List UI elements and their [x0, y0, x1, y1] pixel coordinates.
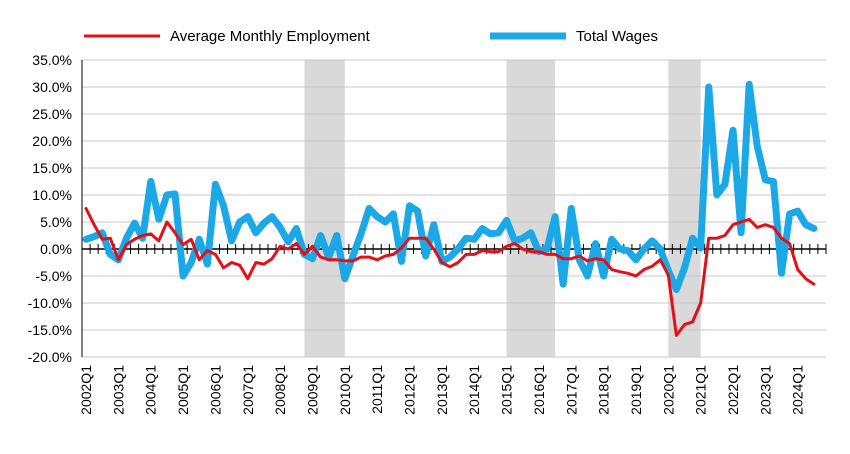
y-tick-label: 25.0% — [32, 106, 72, 122]
y-tick-label: 0.0% — [40, 241, 72, 257]
x-tick-label: 2007Q1 — [240, 365, 256, 415]
y-tick-label: -20.0% — [28, 349, 72, 365]
recession-band — [506, 60, 556, 357]
series-lines — [82, 80, 818, 337]
x-tick-label: 2010Q1 — [337, 365, 353, 415]
y-tick-labels: 35.0% 30.0% 25.0% 20.0% 15.0% 10.0% 5.0% 0.0% -5… — [28, 52, 72, 365]
x-tick-label: 2008Q1 — [272, 365, 288, 415]
x-tick-label: 2016Q1 — [531, 365, 547, 415]
y-tick-label: 10.0% — [32, 187, 72, 203]
x-tick-label: 2013Q1 — [434, 365, 450, 415]
y-tick-label: -10.0% — [28, 295, 72, 311]
gridlines — [82, 59, 826, 358]
x-tick-label: 2012Q1 — [402, 365, 418, 415]
x-tick-label: 2003Q1 — [110, 365, 126, 415]
x-tick-label: 2005Q1 — [175, 365, 191, 415]
x-tick-label: 2011Q1 — [369, 365, 385, 414]
y-tick-label: -15.0% — [28, 322, 72, 338]
y-tick-label: -5.0% — [35, 268, 72, 284]
y-tick-label: 35.0% — [32, 52, 72, 68]
x-tick-label: 2009Q1 — [304, 365, 320, 415]
y-tick-label: 30.0% — [32, 79, 72, 95]
series-line-wages — [82, 80, 818, 293]
x-tick-label: 2018Q1 — [596, 365, 612, 415]
y-tick-label: 15.0% — [32, 160, 72, 176]
recession-band — [304, 60, 345, 357]
legend-label-employment: Average Monthly Employment — [170, 28, 371, 45]
x-tick-label: 2002Q1 — [78, 365, 94, 415]
x-tick-label: 2015Q1 — [499, 365, 515, 415]
y-tick-label: 20.0% — [32, 133, 72, 149]
x-tick-label: 2024Q1 — [790, 365, 806, 415]
x-tick-label: 2014Q1 — [466, 365, 482, 415]
x-tick-label: 2006Q1 — [207, 365, 223, 415]
legend-label-wages: Total Wages — [576, 28, 658, 45]
series-line-employment — [84, 207, 816, 337]
x-tick-label: 2022Q1 — [725, 365, 741, 415]
legend: Average Monthly Employment Total Wages — [84, 28, 658, 45]
x-tick-label: 2023Q1 — [757, 365, 773, 415]
x-tick-label: 2017Q1 — [563, 365, 579, 415]
x-tick-labels: 2002Q1 2003Q1 2004Q1 2005Q1 2006Q1 2007Q1 2008… — [78, 365, 806, 415]
recession-shading-layer — [304, 60, 701, 357]
x-tick-label: 2004Q1 — [143, 365, 159, 415]
x-tick-label: 2019Q1 — [628, 365, 644, 415]
x-tick-label: 2021Q1 — [693, 365, 709, 415]
y-tick-label: 5.0% — [40, 214, 72, 230]
x-tick-label: 2020Q1 — [660, 365, 676, 415]
